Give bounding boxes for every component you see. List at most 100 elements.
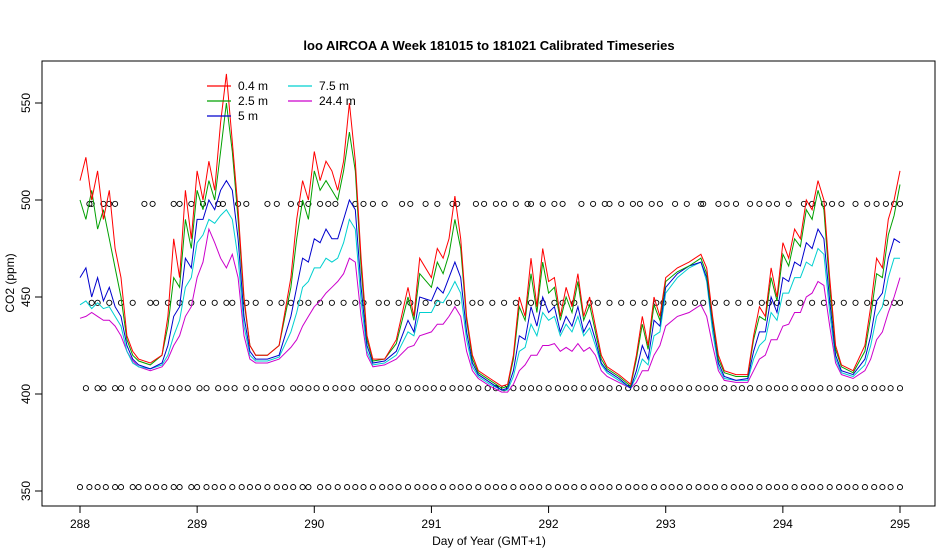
marker-point-3-22: [264, 484, 271, 491]
marker-point-2-35: [404, 385, 412, 392]
marker-point-2-29: [348, 385, 355, 392]
marker-point-3-61: [606, 484, 613, 491]
marker-point-2-40: [449, 385, 456, 392]
marker-point-2-19: [262, 385, 269, 392]
marker-point-3-12: [176, 484, 183, 491]
marker-point-2-62: [641, 385, 648, 392]
legend-label: 2.5 m: [238, 94, 268, 108]
marker-point-3-24: [281, 484, 289, 491]
marker-point-3-94: [896, 484, 904, 491]
marker-point-2-12: [196, 385, 203, 392]
marker-point-3-60: [598, 484, 605, 491]
marker-point-1-31: [434, 299, 441, 306]
marker-point-1-46: [606, 299, 613, 306]
marker-point-3-77: [747, 484, 754, 491]
marker-point-3-8: [144, 484, 151, 491]
marker-point-1-45: [594, 299, 601, 306]
x-axis-label: Day of Year (GMT+1): [432, 534, 546, 548]
marker-point-2-85: [844, 385, 851, 392]
marker-point-0-67: [829, 200, 836, 207]
marker-point-3-76: [738, 484, 745, 491]
series-lines-layer: [79, 73, 901, 393]
marker-point-0-44: [590, 200, 597, 207]
marker-point-1-4: [129, 299, 136, 306]
marker-point-1-5: [147, 299, 154, 306]
marker-point-2-70: [711, 385, 718, 392]
marker-point-0-5: [141, 200, 148, 207]
marker-point-3-80: [773, 484, 781, 491]
marker-point-3-2: [94, 484, 101, 491]
marker-point-1-23: [340, 299, 347, 306]
marker-point-1-59: [747, 299, 754, 306]
series-line-24-4-m: [79, 227, 901, 393]
marker-point-2-83: [826, 385, 833, 392]
marker-point-2-48: [519, 385, 526, 392]
marker-point-2-7: [149, 385, 156, 392]
marker-point-3-84: [809, 484, 816, 491]
marker-point-2-9: [168, 385, 175, 392]
marker-point-3-33: [360, 484, 367, 491]
marker-point-2-84: [836, 385, 843, 392]
marker-point-3-70: [686, 484, 693, 491]
marker-point-2-14: [215, 385, 222, 392]
marker-point-3-41: [430, 484, 437, 491]
marker-point-2-3: [112, 385, 119, 392]
marker-point-3-28: [317, 484, 324, 491]
marker-point-1-0: [88, 299, 95, 306]
marker-point-3-68: [668, 484, 675, 491]
marker-point-3-86: [826, 484, 833, 491]
marker-point-3-90: [861, 484, 868, 491]
marker-point-3-71: [695, 484, 702, 491]
marker-point-3-48: [492, 484, 499, 491]
marker-point-2-32: [375, 385, 382, 392]
marker-point-0-12: [219, 200, 226, 207]
marker-point-2-15: [223, 385, 230, 392]
marker-point-2-57: [598, 385, 605, 392]
legend-label: 7.5 m: [319, 79, 349, 93]
marker-point-1-27: [383, 299, 390, 306]
marker-point-1-13: [229, 299, 236, 306]
marker-point-2-33: [383, 385, 390, 392]
marker-point-1-14: [243, 299, 250, 306]
marker-point-1-17: [278, 299, 285, 306]
marker-point-3-50: [510, 484, 517, 491]
marker-point-2-4: [117, 385, 125, 392]
marker-point-0-8: [176, 200, 183, 207]
marker-point-0-2: [100, 200, 107, 207]
marker-point-2-66: [676, 385, 683, 392]
x-tick-label: 294: [773, 517, 793, 531]
marker-point-1-1: [94, 299, 101, 306]
marker-point-2-16: [231, 385, 238, 392]
marker-point-2-63: [650, 385, 658, 392]
marker-point-3-47: [484, 484, 491, 491]
marker-point-1-58: [735, 299, 742, 306]
marker-point-1-3: [117, 299, 125, 306]
marker-point-3-16: [211, 484, 218, 491]
marker-point-2-50: [536, 385, 543, 392]
marker-point-0-16: [273, 200, 280, 207]
marker-point-2-20: [270, 385, 277, 392]
marker-point-0-34: [481, 200, 488, 207]
x-tick-label: 292: [539, 517, 559, 531]
marker-point-3-1: [86, 484, 93, 491]
x-axis: 288 289 290 291 292 293 294 295: [70, 505, 910, 531]
marker-point-3-46: [475, 484, 482, 491]
marker-point-2-73: [738, 385, 745, 392]
marker-point-0-52: [672, 200, 679, 207]
marker-point-0-33: [472, 200, 479, 207]
marker-point-2-64: [660, 385, 667, 392]
marker-point-0-29: [422, 200, 429, 207]
x-tick-label: 291: [421, 517, 441, 531]
marker-point-1-53: [680, 299, 687, 306]
marker-point-3-3: [102, 484, 109, 491]
marker-point-2-6: [141, 385, 148, 392]
marker-point-3-6: [129, 484, 136, 491]
marker-point-2-37: [422, 385, 429, 392]
marker-point-0-53: [683, 200, 690, 207]
marker-point-3-30: [334, 484, 341, 491]
marker-point-3-72: [703, 484, 710, 491]
marker-point-0-9: [188, 200, 195, 207]
marker-point-2-77: [773, 385, 781, 392]
marker-point-0-74: [896, 200, 904, 207]
series-line-5-m: [79, 179, 901, 391]
